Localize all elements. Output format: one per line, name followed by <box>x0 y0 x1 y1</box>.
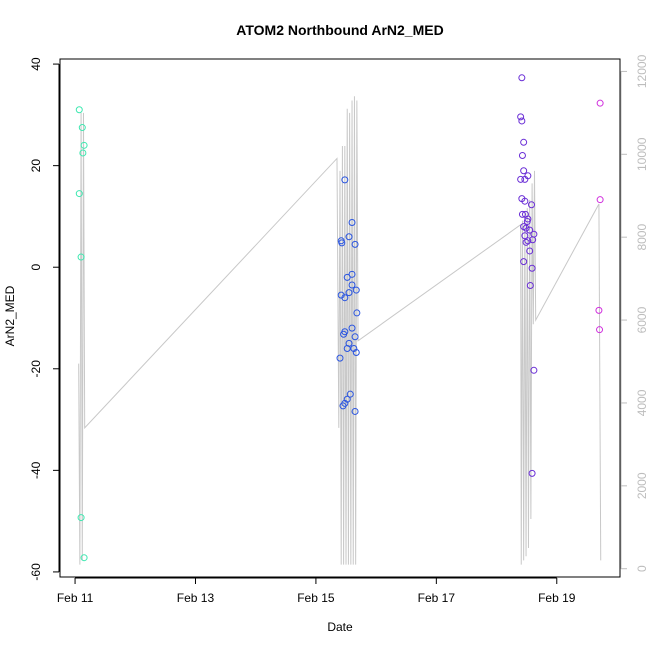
data-point <box>338 239 346 247</box>
data-point <box>517 175 525 183</box>
left-axis-tick-label: 40 <box>29 57 43 71</box>
right-axis-tick-label: 10000 <box>635 137 649 171</box>
data-point <box>80 554 88 562</box>
data-point <box>351 240 359 248</box>
data-point <box>348 219 356 227</box>
bottom-axis-tick-label: Feb 11 <box>57 591 94 605</box>
data-point <box>529 236 537 244</box>
data-point <box>518 210 526 218</box>
data-point <box>518 117 526 125</box>
data-point <box>521 197 529 205</box>
left-axis-tick-label: -40 <box>29 461 43 479</box>
right-axis-tick-label: 6000 <box>635 306 649 333</box>
data-point <box>522 238 530 246</box>
right-axis-tick-label: 0 <box>635 565 649 572</box>
bottom-axis-tick-label: Feb 17 <box>418 591 456 605</box>
data-point <box>596 326 604 334</box>
points-layer <box>75 74 604 562</box>
x-axis-label: Date <box>327 620 353 634</box>
bottom-axis: Feb 11 Feb 13 Feb 15 Feb 17 Feb 19 <box>57 577 576 605</box>
data-point <box>80 141 88 149</box>
data-point <box>528 264 536 272</box>
data-point <box>339 402 347 410</box>
plot-frame <box>59 58 621 578</box>
data-point <box>524 237 532 245</box>
data-point <box>520 138 528 146</box>
data-point <box>530 366 538 374</box>
bottom-axis-tick-label: Feb 15 <box>297 591 335 605</box>
data-point <box>526 226 534 234</box>
right-axis-tick-label: 4000 <box>635 389 649 416</box>
data-point <box>79 149 87 157</box>
data-point <box>345 289 353 297</box>
data-point <box>518 74 526 82</box>
data-point <box>523 218 531 226</box>
series-3 <box>517 74 538 477</box>
data-point <box>75 106 83 114</box>
data-point <box>353 309 361 317</box>
data-point <box>521 232 529 240</box>
data-point <box>77 514 85 522</box>
right-axis: 0 2000 4000 6000 8000 10000 12000 <box>620 54 649 572</box>
left-axis: -60 -40 -20 0 20 40 <box>29 57 60 581</box>
series-4 <box>595 99 604 334</box>
data-point <box>341 294 349 302</box>
data-point <box>596 99 604 107</box>
data-point <box>351 407 359 415</box>
data-point <box>517 113 525 121</box>
data-point <box>348 270 356 278</box>
data-point <box>343 344 351 352</box>
data-point <box>526 282 534 289</box>
data-point <box>520 167 528 175</box>
data-point <box>345 233 353 241</box>
y-axis-label: ArN2_MED <box>3 285 17 346</box>
data-point <box>340 330 348 338</box>
data-point <box>75 190 83 198</box>
data-point <box>78 124 86 132</box>
data-point <box>77 253 85 261</box>
data-point <box>352 286 360 294</box>
right-axis-tick-label: 2000 <box>635 472 649 499</box>
data-point <box>346 390 354 398</box>
data-point <box>596 196 604 204</box>
data-point <box>522 224 530 232</box>
series-1 <box>75 106 88 562</box>
bottom-axis-tick-label: Feb 19 <box>538 591 576 605</box>
right-axis-tick-label: 8000 <box>635 224 649 251</box>
data-point <box>336 354 344 362</box>
data-point <box>343 273 351 281</box>
right-axis-tick-label: 12000 <box>635 54 649 88</box>
left-axis-tick-label: 20 <box>29 159 43 173</box>
bottom-axis-tick-label: Feb 13 <box>177 591 215 605</box>
data-point <box>528 469 536 477</box>
data-point <box>351 333 359 341</box>
left-axis-tick-label: -20 <box>29 360 43 378</box>
data-point <box>527 201 535 209</box>
data-point <box>526 247 534 255</box>
data-point <box>595 306 603 314</box>
chart-title: ATOM2 Northbound ArN2_MED <box>236 22 443 38</box>
data-point <box>348 324 356 332</box>
data-point <box>341 176 349 184</box>
data-point <box>348 281 356 289</box>
data-point <box>352 349 360 357</box>
data-point <box>520 258 528 266</box>
data-point <box>524 172 532 180</box>
left-axis-tick-label: 0 <box>29 264 43 271</box>
left-axis-tick-label: -60 <box>29 563 43 581</box>
series-2 <box>336 176 361 415</box>
data-point <box>518 151 526 159</box>
